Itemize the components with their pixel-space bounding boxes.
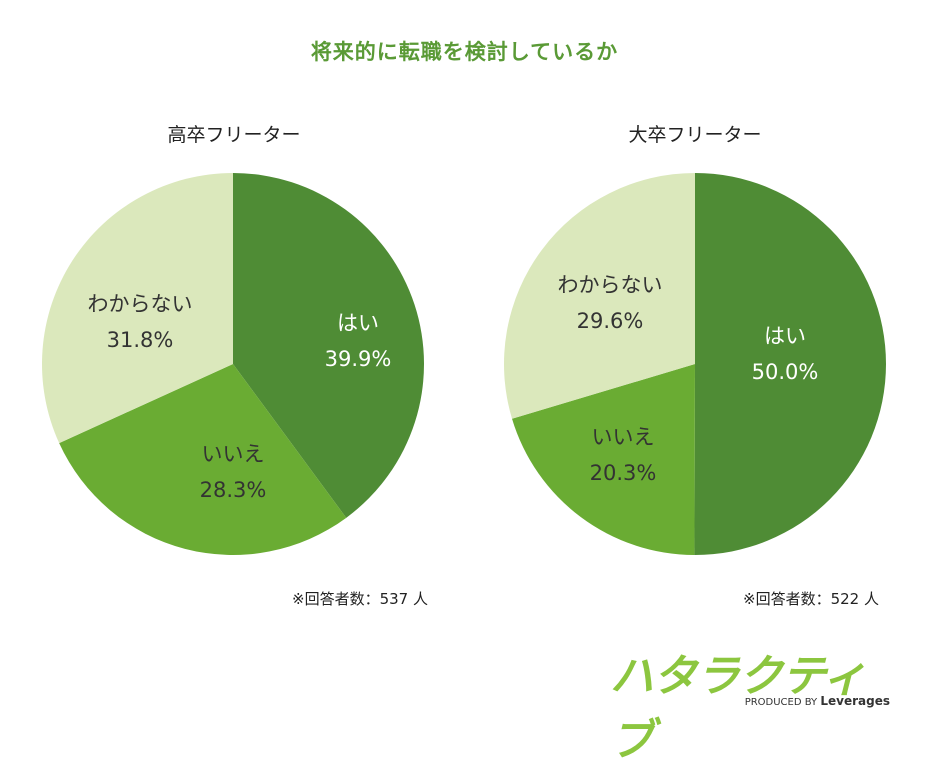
chart-title: 大卒フリーター [628,124,762,146]
slice-label: はい [764,324,806,348]
pie-slice-1 [512,364,695,555]
logo-tagline: PRODUCED BY Leverages [745,694,890,708]
slice-label: わからない [88,292,193,316]
chart-title: 高卒フリーター [167,124,301,146]
slice-label: いいえ [202,442,265,466]
pie-svg: はい 50.0% いいえ 20.3% わからない 29.6% [504,173,886,555]
pie-chart-high-school: 高卒フリーター はい 39.9% いいえ 28.3% わからない 31.8% ※回答者数：… [4,0,464,620]
respondent-count: ※回答者数：537 人 [292,590,428,608]
slice-label: いいえ [592,425,655,449]
slice-value: 39.9% [325,347,392,371]
page-title: 将来的に転職を検討しているか [310,40,619,64]
respondent-count: ※回答者数：522 人 [743,590,879,608]
slice-label: はい [337,311,379,335]
pie-slice-1 [59,364,347,555]
slice-label: わからない [558,273,663,297]
pie-slice-0 [694,173,886,555]
hataractive-logo: ハタラクティブ PRODUCED BY Leverages [610,640,890,766]
logo-wordmark: ハタラクティブ [610,651,866,766]
slice-value: 29.6% [577,309,644,333]
slice-value: 28.3% [200,478,267,502]
produced-by-text: PRODUCED BY [744,697,818,708]
pie-svg: はい 39.9% いいえ 28.3% わからない 31.8% [41,172,425,555]
brand-name: Leverages [820,694,890,708]
pie-chart-university: 大卒フリーター はい 50.0% いいえ 20.3% わからない 29.6% ※回答者数：… [465,0,925,620]
slice-value: 20.3% [590,461,657,485]
slice-value: 50.0% [752,360,819,384]
pie-slice-0 [233,173,425,518]
slice-value: 31.8% [107,328,174,352]
pie-slice-2 [504,173,695,419]
pie-slice-2 [41,172,233,444]
